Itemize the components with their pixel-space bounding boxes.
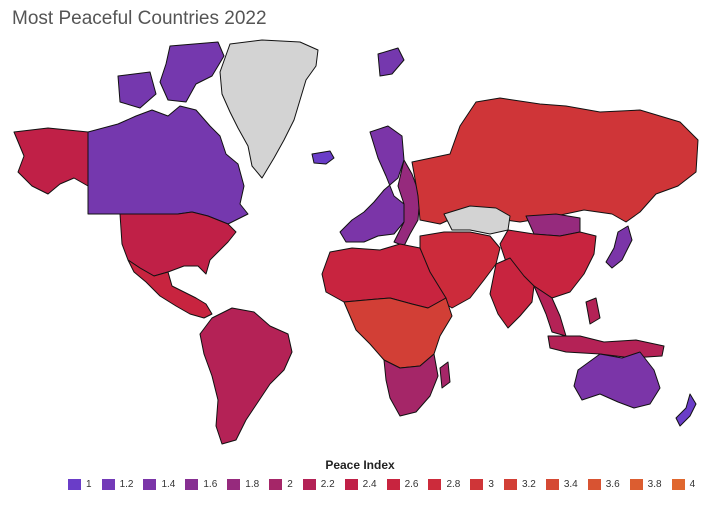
region-western-europe[interactable] bbox=[339, 125, 405, 243]
legend-item: 4 bbox=[671, 479, 696, 490]
legend-swatch bbox=[503, 479, 517, 490]
region-mexico[interactable] bbox=[127, 259, 213, 319]
legend-swatch bbox=[428, 479, 442, 490]
legend-item: 3.8 bbox=[629, 479, 662, 490]
legend-swatch bbox=[143, 479, 157, 490]
region-south-asia[interactable] bbox=[489, 257, 535, 329]
legend-item: 1.4 bbox=[143, 479, 175, 490]
legend-swatch bbox=[344, 479, 358, 490]
legend-label: 2.2 bbox=[320, 479, 335, 490]
legend-title: Peace Index bbox=[325, 458, 395, 472]
region-south-america[interactable] bbox=[199, 307, 293, 445]
legend-label: 2 bbox=[287, 479, 293, 490]
legend-label: 1.2 bbox=[119, 479, 134, 490]
legend-label: 4 bbox=[689, 479, 696, 490]
region-japan[interactable] bbox=[605, 225, 633, 269]
legend-item: 2.8 bbox=[428, 479, 460, 490]
region-greenland[interactable] bbox=[219, 39, 319, 179]
legend-item: 3.6 bbox=[587, 479, 620, 490]
legend: 1 1.2 1.4 1.6 1.8 2 2.2 2.4 2.6 2.8 3 3.2 3.4 3.6 3.8 4 bbox=[68, 479, 705, 490]
region-southern-africa[interactable] bbox=[383, 353, 451, 417]
legend-item: 2.2 bbox=[302, 479, 335, 490]
world-map bbox=[0, 36, 720, 446]
legend-label: 3.2 bbox=[521, 479, 536, 490]
legend-swatch bbox=[545, 479, 559, 490]
legend-swatch bbox=[671, 479, 685, 490]
legend-label: 2.8 bbox=[446, 479, 461, 490]
legend-swatch bbox=[470, 479, 484, 490]
legend-swatch bbox=[302, 479, 316, 490]
region-new-zealand[interactable] bbox=[675, 393, 697, 427]
region-iceland[interactable] bbox=[311, 150, 335, 165]
region-central-africa[interactable] bbox=[343, 297, 453, 369]
legend-swatch bbox=[386, 479, 400, 490]
legend-swatch bbox=[68, 479, 81, 490]
legend-label: 3.6 bbox=[605, 479, 620, 490]
legend-swatch bbox=[587, 479, 601, 490]
legend-swatch bbox=[227, 479, 241, 490]
legend-label: 1 bbox=[86, 479, 92, 490]
legend-item: 2 bbox=[269, 479, 293, 490]
legend-item: 3.2 bbox=[503, 479, 536, 490]
legend-label: 1.4 bbox=[161, 479, 176, 490]
region-canada-islands[interactable] bbox=[117, 41, 405, 109]
legend-item: 2.6 bbox=[386, 479, 419, 490]
region-australia[interactable] bbox=[573, 351, 661, 409]
legend-item: 1 bbox=[68, 479, 92, 490]
legend-label: 1.8 bbox=[245, 479, 260, 490]
legend-item: 1.6 bbox=[185, 479, 217, 490]
region-southeast-asia[interactable] bbox=[533, 285, 665, 359]
legend-swatch bbox=[101, 479, 115, 490]
legend-label: 3 bbox=[488, 479, 494, 490]
legend-label: 2.6 bbox=[404, 479, 419, 490]
legend-label: 3.4 bbox=[563, 479, 578, 490]
legend-item: 3.4 bbox=[545, 479, 578, 490]
region-alaska[interactable] bbox=[13, 127, 89, 195]
legend-swatch bbox=[629, 479, 643, 490]
legend-item: 1.8 bbox=[227, 479, 259, 490]
legend-item: 2.4 bbox=[344, 479, 377, 490]
legend-item: 1.2 bbox=[101, 479, 134, 490]
legend-swatch bbox=[185, 479, 199, 490]
legend-label: 2.4 bbox=[362, 479, 377, 490]
region-canada[interactable] bbox=[87, 105, 249, 225]
legend-label: 3.8 bbox=[647, 479, 662, 490]
legend-swatch bbox=[269, 479, 283, 490]
legend-label: 1.6 bbox=[203, 479, 218, 490]
map-title: Most Peaceful Countries 2022 bbox=[12, 8, 267, 29]
region-mongolia[interactable] bbox=[525, 213, 581, 237]
region-russia[interactable] bbox=[411, 97, 699, 225]
legend-item: 3 bbox=[470, 479, 494, 490]
